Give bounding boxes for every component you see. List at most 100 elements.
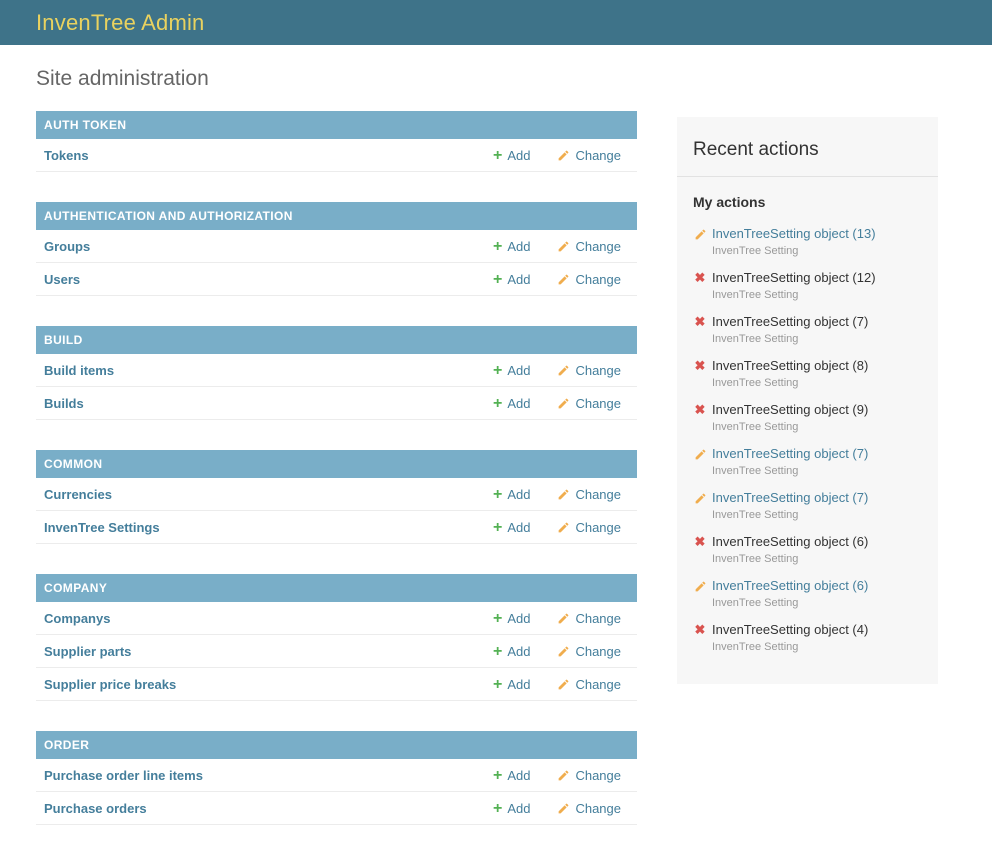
plus-icon: + <box>492 237 503 255</box>
action-object-label[interactable]: InvenTreeSetting object (7) <box>712 446 869 461</box>
recent-action-item: InvenTreeSetting object (7) InvenTree Se… <box>693 446 922 478</box>
change-link[interactable]: Change <box>557 801 621 816</box>
site-title-link[interactable]: InvenTree Admin <box>36 9 205 35</box>
pencil-icon <box>559 365 569 375</box>
pencil-icon <box>559 613 569 623</box>
add-link[interactable]: + Add <box>492 394 531 412</box>
action-object-label[interactable]: InvenTreeSetting object (7) <box>712 490 869 505</box>
change-link[interactable]: Change <box>557 677 621 692</box>
change-link[interactable]: Change <box>557 611 621 626</box>
model-link[interactable]: Users <box>44 271 81 287</box>
change-link[interactable]: Change <box>557 272 621 287</box>
add-link[interactable]: + Add <box>493 767 530 783</box>
module-caption: AUTHENTICATION AND AUTHORIZATION <box>36 202 637 230</box>
recent-actions-title: Recent actions <box>693 139 819 160</box>
add-link[interactable]: + Add <box>493 486 531 502</box>
change-link[interactable]: Change <box>557 239 621 254</box>
change-link[interactable]: Change <box>557 487 621 502</box>
model-link[interactable]: Groups <box>44 238 91 254</box>
delete-x-icon: ✖ <box>694 358 706 373</box>
add-link-label: Add <box>507 486 531 502</box>
recent-action-item: InvenTreeSetting object (13) InvenTree S… <box>693 226 922 258</box>
model-link[interactable]: Companys <box>44 610 111 626</box>
plus-icon: + <box>492 146 503 164</box>
pencil-icon-wrap <box>693 580 707 593</box>
add-link[interactable]: + Add <box>493 676 531 692</box>
pencil-icon <box>695 581 705 591</box>
recent-action-item: ✖ InvenTreeSetting object (7) InvenTree … <box>693 314 922 346</box>
pencil-icon-wrap <box>693 448 707 461</box>
module-caption: COMMON <box>36 450 637 478</box>
change-link[interactable]: Change <box>557 148 621 163</box>
pencil-icon <box>559 150 569 160</box>
change-link-label: Change <box>575 147 621 163</box>
change-link[interactable]: Change <box>557 363 621 378</box>
change-link[interactable]: Change <box>557 396 621 411</box>
delete-x-icon: ✖ <box>694 622 706 637</box>
add-link-label: Add <box>507 395 531 411</box>
add-link[interactable]: + Add <box>492 237 530 255</box>
table-row: Purchase order line items + Add Change <box>36 759 637 792</box>
plus-icon: + <box>492 642 503 660</box>
pencil-icon <box>559 770 569 780</box>
add-link-label: Add <box>507 519 531 535</box>
recent-action-item: InvenTreeSetting object (7) InvenTree Se… <box>693 490 922 522</box>
change-link-label: Change <box>575 238 621 254</box>
model-link[interactable]: Currencies <box>44 486 112 502</box>
model-link[interactable]: Build items <box>44 362 115 378</box>
change-link[interactable]: Change <box>557 644 621 659</box>
my-actions-heading: My actions <box>693 194 766 210</box>
pencil-icon <box>559 803 569 813</box>
add-link-label: Add <box>507 800 531 816</box>
add-link-label: Add <box>507 676 531 692</box>
model-link[interactable]: Purchase orders <box>44 800 147 816</box>
recent-action-item: ✖ InvenTreeSetting object (4) InvenTree … <box>693 622 922 654</box>
change-link-label: Change <box>575 643 621 659</box>
model-link[interactable]: Supplier parts <box>44 643 132 659</box>
action-line: ✖ InvenTreeSetting object (7) <box>693 314 922 330</box>
recent-action-item: ✖ InvenTreeSetting object (12) InvenTree… <box>693 270 922 302</box>
app-module-list: AUTH TOKEN Tokens + Add Change AUTHENTIC… <box>36 111 637 855</box>
action-model-name: InvenTree Setting <box>712 377 799 389</box>
action-object-label: InvenTreeSetting object (6) <box>712 534 869 549</box>
add-link[interactable]: + Add <box>493 271 530 287</box>
table-row: Companys + Add Change <box>36 602 637 635</box>
model-link[interactable]: Builds <box>44 395 84 411</box>
add-link[interactable]: + Add <box>492 146 530 164</box>
recent-action-item: ✖ InvenTreeSetting object (6) InvenTree … <box>693 534 922 566</box>
panel-divider <box>677 176 938 177</box>
table-row: Purchase orders + Add Change <box>36 792 637 825</box>
change-link-label: Change <box>575 395 621 411</box>
add-link-label: Add <box>507 362 531 378</box>
add-link[interactable]: + Add <box>493 362 531 378</box>
action-line: ✖ InvenTreeSetting object (12) <box>693 270 922 286</box>
action-line: ✖ InvenTreeSetting object (4) <box>693 622 922 638</box>
action-line: InvenTreeSetting object (7) <box>693 490 922 506</box>
plus-icon: + <box>492 394 503 412</box>
action-object-label[interactable]: InvenTreeSetting object (6) <box>712 578 869 593</box>
model-link[interactable]: Supplier price breaks <box>44 676 177 692</box>
module-caption: AUTH TOKEN <box>36 111 637 139</box>
add-link[interactable]: + Add <box>493 800 531 816</box>
add-link[interactable]: + Add <box>493 610 530 626</box>
change-link-label: Change <box>575 610 621 626</box>
table-row: Tokens + Add Change <box>36 139 637 172</box>
change-link[interactable]: Change <box>557 768 621 783</box>
delete-x-icon: ✖ <box>694 270 706 285</box>
action-object-label[interactable]: InvenTreeSetting object (13) <box>712 226 876 241</box>
main-columns: AUTH TOKEN Tokens + Add Change AUTHENTIC… <box>36 111 956 855</box>
app-module-company: COMPANY Companys + Add Change Supplier p… <box>36 574 637 701</box>
model-link[interactable]: Tokens <box>44 147 89 163</box>
change-link-label: Change <box>575 271 621 287</box>
add-link[interactable]: + Add <box>492 642 530 660</box>
add-link[interactable]: + Add <box>492 518 531 536</box>
model-link[interactable]: InvenTree Settings <box>44 519 160 535</box>
pencil-icon-wrap <box>693 492 707 505</box>
action-object-label: InvenTreeSetting object (12) <box>712 270 876 285</box>
model-link[interactable]: Purchase order line items <box>44 767 203 783</box>
recent-action-item: ✖ InvenTreeSetting object (8) InvenTree … <box>693 358 922 390</box>
change-link[interactable]: Change <box>557 520 621 535</box>
delete-x-icon: ✖ <box>694 314 706 329</box>
plus-icon: + <box>492 518 503 536</box>
